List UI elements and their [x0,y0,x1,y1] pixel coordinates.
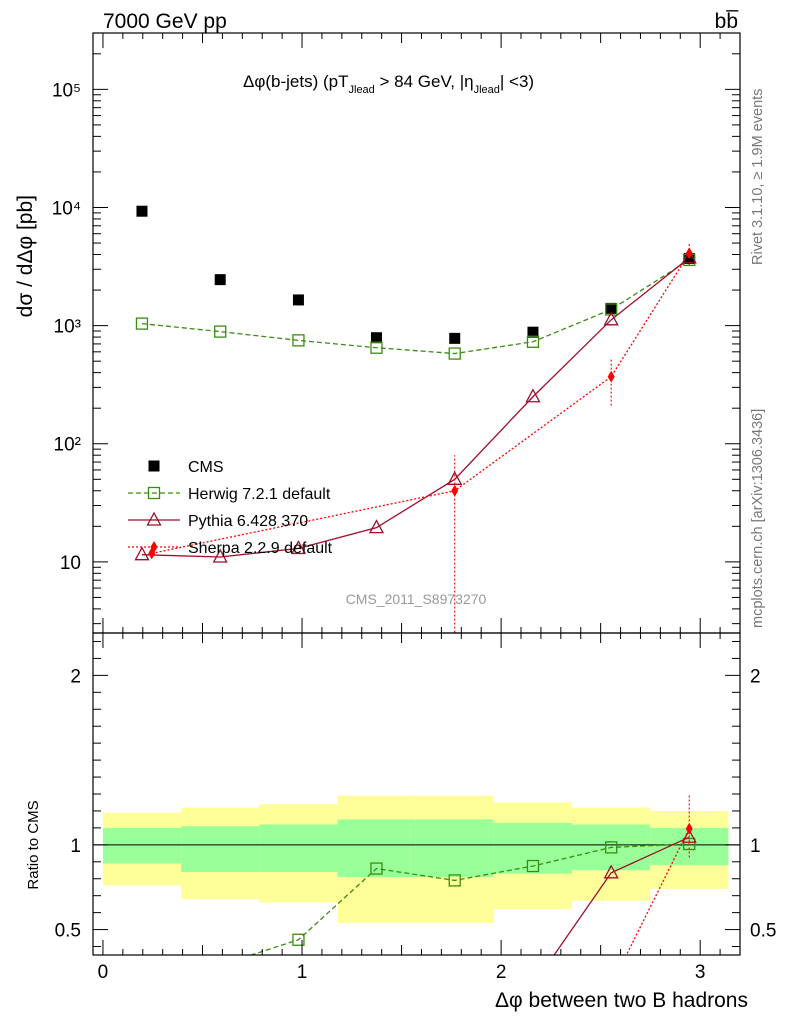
ratio-pythia-point [681,828,697,843]
ratio-ytick-label-left: 2 [70,666,81,687]
x-axis-label: Δφ between two B hadrons [495,989,748,1012]
xtick-label: 3 [695,962,706,983]
main-ytick-label: 10² [54,435,81,456]
ratio-herwig-line [249,843,690,955]
ratio-pythia-point [603,864,619,879]
legend-label-cms: CMS [188,459,224,476]
rivet-label: Rivet 3.1.10, ≥ 1.9M events [750,89,766,265]
title-part-c: | <3) [500,72,534,91]
sherpa-point [607,370,615,383]
herwig-line [141,259,690,355]
ratio-tick-labels: 0.5 0.5 1 1 2 2 0 1 2 3 [55,666,777,983]
ratio-sherpa-point [685,822,693,835]
process-label: bb̅ [715,10,740,33]
pythia-point [368,519,385,534]
pythia-point [603,311,619,326]
analysis-id-label: CMS_2011_S8973270 [346,591,487,607]
ratio-ytick-label-right: 0.5 [750,921,776,942]
xtick-label: 2 [496,962,507,983]
legend-label-herwig: Herwig 7.2.1 default [188,486,331,503]
xtick-label: 0 [98,962,109,983]
ratio-herwig-point [526,859,540,873]
ratio-ytick-label-left: 1 [70,836,81,857]
sherpa-point [685,247,693,260]
main-data-layer [134,205,697,633]
legend-marker-cms [148,460,160,472]
xtick-label: 1 [297,962,308,983]
ratio-herwig-point [292,933,305,946]
ratio-band-inner [493,822,572,874]
pythia-point [212,548,228,563]
ratio-herwig-point [448,874,461,887]
main-ytick-label: 10⁴ [52,198,81,219]
cms-point [292,294,304,306]
herwig-point [448,347,461,360]
cms-point [527,326,539,338]
legend-label-pythia: Pythia 6.428 370 [188,513,308,530]
herwig-point [605,303,618,316]
main-clipped [134,205,697,633]
ratio-sherpa-line [625,828,690,955]
ratio-ytick-label-right: 2 [750,666,761,687]
main-ytick-label: 10⁵ [52,80,81,101]
legend-marker-sherpa [150,541,158,553]
legend-label-sherpa: Sherpa 2.2.9 default [188,540,333,557]
cms-point [605,302,617,314]
herwig-point [370,341,383,354]
ratio-herwig-point [605,841,618,854]
ratio-band-inner [415,819,494,878]
energy-label: 7000 GeV pp [103,10,227,33]
legend-marker-herwig [147,486,161,500]
pythia-point [290,540,307,555]
ratio-band-inner [337,819,416,878]
cms-point [214,274,226,286]
pythia-point [134,546,150,561]
herwig-point [526,335,540,348]
cms-point [370,332,382,344]
ratio-ticks [93,633,740,955]
title-part-b: > 84 GeV, |η [375,72,474,91]
main-tick-labels: 10 10² 10³ 10⁴ 10⁵ [52,80,81,574]
ratio-pythia-line [553,836,690,955]
ratio-ytick-label-right: 1 [750,836,761,857]
mcplots-label: mcplots.cern.ch [arXiv:1306.3436] [750,409,766,628]
main-ticks [93,32,740,633]
sherpa-point [451,484,459,497]
herwig-point [292,334,305,347]
ratio-panel: 0.5 0.5 1 1 2 2 0 1 2 3 Ratio to CMS Δφ between t… [25,632,777,1012]
ratio-band-inner [181,826,260,872]
pythia-point [525,388,541,403]
ratio-ytick-label-left: 0.5 [55,921,81,942]
herwig-point [135,317,149,330]
cms-point [449,332,461,344]
ratio-band-inner [259,824,338,872]
sherpa-line [151,252,690,555]
herwig-point [214,325,227,338]
ratio-band-inner [102,827,182,864]
pythia-point [681,249,697,264]
title-sub-1: Jlead [349,84,375,96]
main-ytick-label: 10 [60,553,81,574]
main-title: Δφ(b-jets) (pTJlead > 84 GeV, |ηJlead| <… [243,72,534,96]
title-sub-2: Jlead [474,84,500,96]
main-ylabel: dσ / dΔφ [pb] [14,195,37,317]
ratio-herwig-point [370,862,383,875]
pythia-line [141,257,690,558]
main-ytick-label: 10³ [54,317,81,338]
ratio-ylabel: Ratio to CMS [25,800,42,889]
legend: CMS Herwig 7.2.1 default Pythia 6.428 370 S… [128,459,333,557]
cms-point [136,205,148,217]
pythia-point [447,470,463,485]
title-part-a: Δφ(b-jets) (pT [243,72,349,91]
legend-marker-pythia [146,511,162,526]
ratio-data-layer [249,794,697,955]
ratio-bands [102,795,729,923]
ratio-clipped [249,794,697,955]
